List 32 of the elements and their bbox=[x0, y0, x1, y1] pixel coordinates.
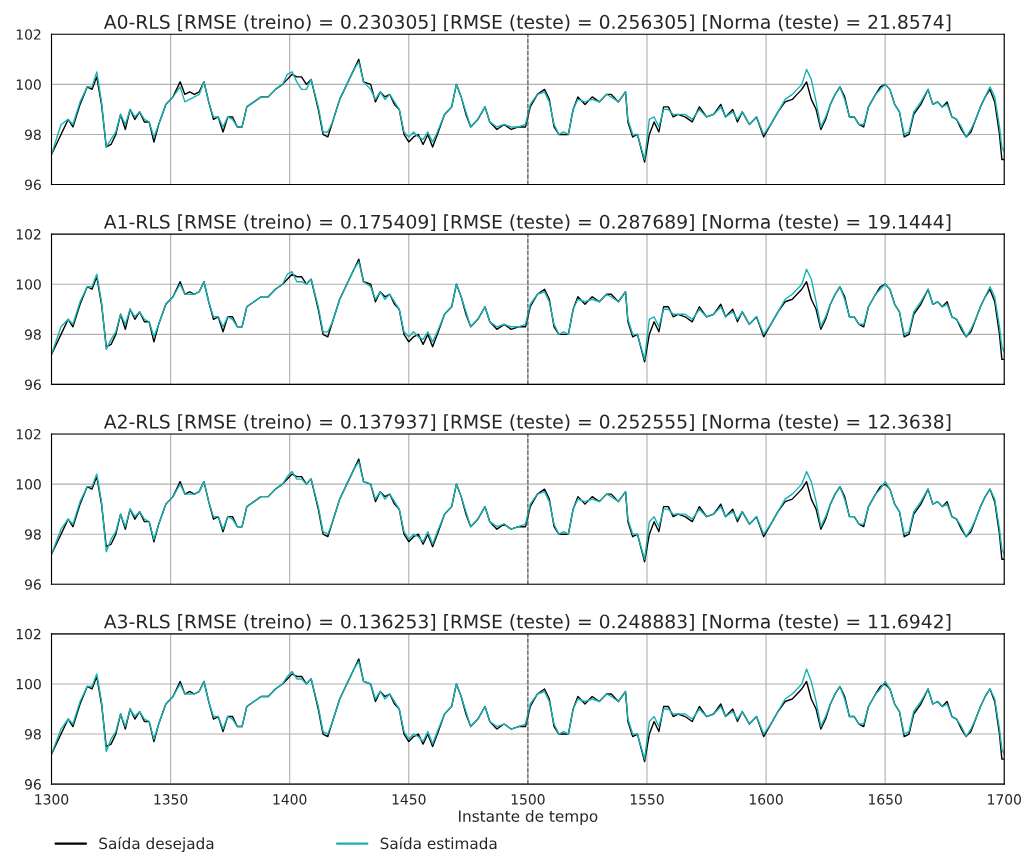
y-tick-label: 96 bbox=[24, 779, 41, 790]
x-tick-label: 1700 bbox=[988, 794, 1021, 805]
y-tick-label: 102 bbox=[16, 229, 41, 240]
chart-title: A1-RLS [RMSE (treino) = 0.175409] [RMSE (teste) = 0.287689] [Norma (teste) = 19.1444] bbox=[103, 214, 951, 232]
x-tick-label: 1350 bbox=[154, 794, 188, 805]
x-tick-label: 1450 bbox=[392, 794, 426, 805]
x-tick-label: 1500 bbox=[511, 794, 545, 805]
y-tick-label: 98 bbox=[24, 729, 41, 740]
y-tick-label: 96 bbox=[24, 179, 41, 191]
chart-title: A3-RLS [RMSE (treino) = 0.136253] [RMSE (teste) = 0.248883] [Norma (teste) = 11.6942] bbox=[103, 614, 951, 631]
x-tick-label: 1300 bbox=[35, 794, 69, 805]
y-tick-label: 100 bbox=[16, 279, 41, 290]
y-tick-label: 100 bbox=[16, 79, 41, 90]
y-tick-label: 96 bbox=[24, 379, 41, 390]
y-tick-label: 100 bbox=[16, 479, 41, 490]
x-tick-label: 1400 bbox=[273, 794, 307, 805]
legend-label: Saída desejada bbox=[99, 836, 214, 853]
x-axis-title: Instante de tempo bbox=[459, 810, 598, 825]
chart-title: A2-RLS [RMSE (treino) = 0.137937] [RMSE (teste) = 0.252555] [Norma (teste) = 12.3638] bbox=[103, 414, 951, 431]
y-tick-label: 102 bbox=[16, 628, 41, 640]
y-tick-label: 96 bbox=[24, 579, 41, 590]
x-tick-label: 1550 bbox=[630, 794, 664, 805]
y-tick-label: 100 bbox=[16, 678, 41, 690]
y-tick-label: 98 bbox=[24, 129, 41, 140]
legend-label: Saída estimada bbox=[380, 836, 497, 850]
y-tick-label: 98 bbox=[24, 329, 41, 340]
y-tick-label: 102 bbox=[16, 29, 41, 40]
chart-title: A0-RLS [RMSE (treino) = 0.230305] [RMSE (teste) = 0.256305] [Norma (teste) = 21.8574] bbox=[103, 14, 951, 32]
y-tick-label: 102 bbox=[16, 428, 41, 440]
y-tick-label: 98 bbox=[24, 529, 41, 540]
x-tick-label: 1650 bbox=[869, 794, 902, 805]
x-tick-label: 1600 bbox=[749, 794, 783, 805]
